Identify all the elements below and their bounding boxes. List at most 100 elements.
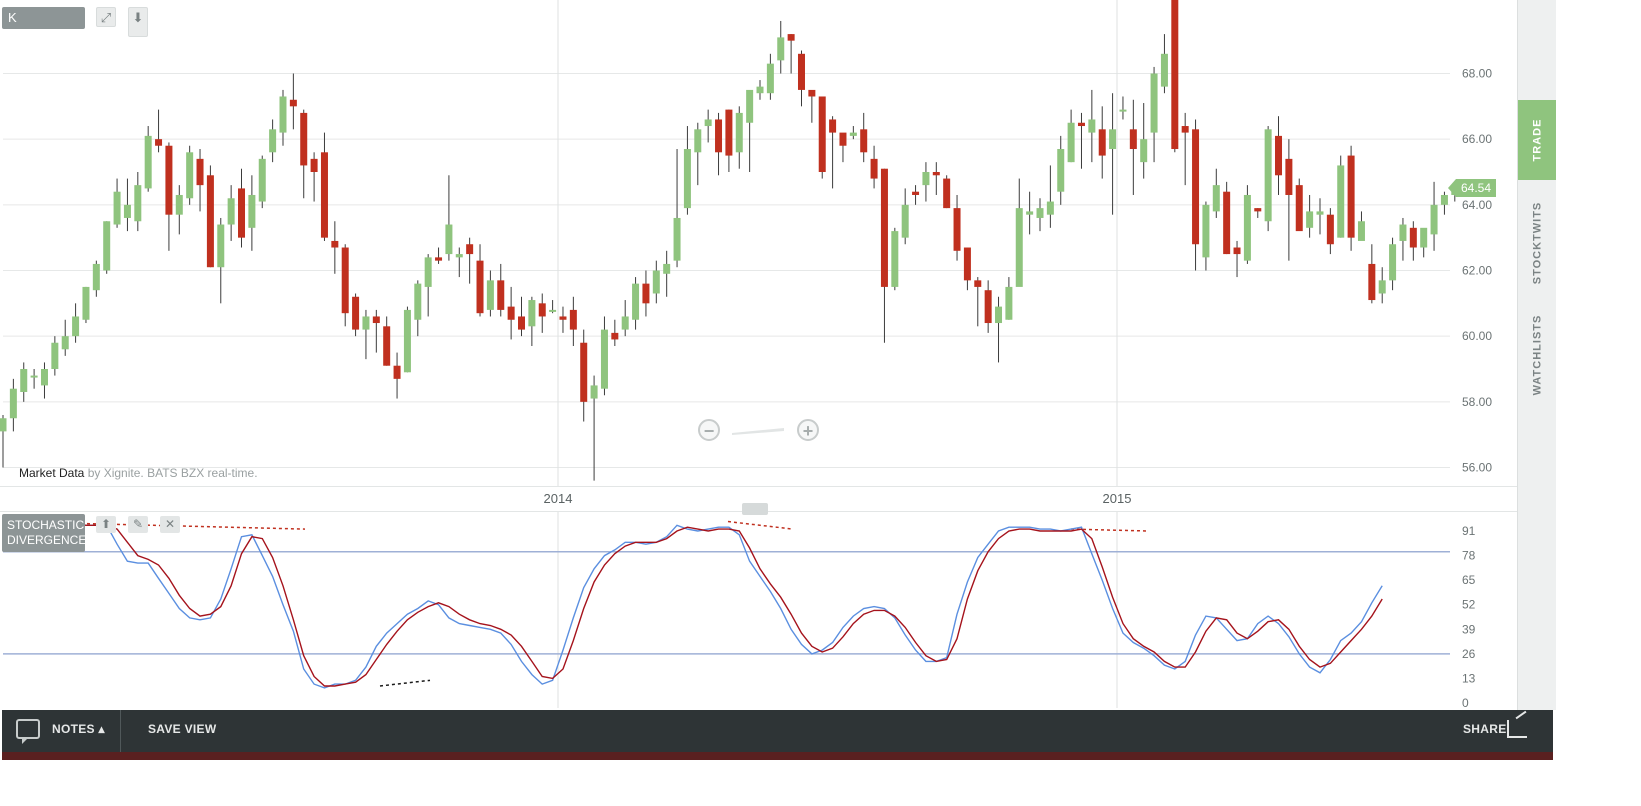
candle-body	[92, 263, 100, 291]
candle-body	[289, 99, 297, 107]
candle-body	[1378, 280, 1386, 294]
candle-body	[206, 175, 214, 268]
candle-body	[352, 296, 360, 330]
candle-body	[1275, 135, 1283, 176]
sidebar-tab-watchlists[interactable]: WATCHLISTS	[1518, 300, 1556, 410]
candle-body	[580, 342, 588, 402]
candle-body	[362, 316, 370, 330]
candle-body	[1160, 53, 1168, 87]
candle-body	[61, 336, 69, 350]
candle-body	[72, 316, 80, 337]
candle-body	[1129, 129, 1137, 150]
candle-body	[683, 149, 691, 209]
candle-body	[1067, 122, 1075, 163]
candle-body	[953, 208, 961, 251]
stochastic-tick-label: 26	[1462, 647, 1476, 661]
indicator-label: STOCHASTIC DIVERGENCE	[2, 514, 86, 552]
candle-body	[1430, 204, 1438, 235]
candle-body	[839, 132, 847, 146]
candle-body	[103, 221, 111, 271]
download-icon[interactable]: ⬇	[128, 7, 148, 37]
candle-body	[424, 257, 432, 287]
candle-body	[1202, 204, 1210, 258]
candle-body	[1295, 185, 1303, 232]
candle-body	[715, 119, 723, 153]
candle-body	[1285, 158, 1293, 195]
candle-body	[694, 129, 702, 153]
candle-body	[279, 96, 287, 133]
candle-body	[248, 194, 256, 228]
candle-body	[1337, 165, 1345, 238]
candle-body	[217, 224, 225, 268]
candle-body	[300, 112, 308, 166]
candle-body	[1316, 211, 1324, 215]
candle-body	[1306, 211, 1314, 228]
candle-body	[175, 194, 183, 215]
save-view-button[interactable]: SAVE VIEW	[148, 722, 217, 736]
candle-body	[766, 63, 774, 94]
candle-body	[320, 152, 328, 238]
candle-body	[310, 158, 318, 172]
candle-body	[466, 244, 474, 255]
indicator-label-line1: STOCHASTIC	[7, 518, 85, 532]
zoom-in-button[interactable]: +	[797, 419, 819, 441]
stochastic-tick-label: 65	[1462, 573, 1476, 587]
oscillator-layer	[2, 520, 1450, 689]
candle-body	[518, 316, 525, 330]
stochastic-tick-label: 13	[1462, 671, 1476, 685]
candle-body	[1223, 191, 1231, 255]
candle-body	[1005, 286, 1013, 320]
candle-body	[642, 283, 650, 304]
share-button[interactable]: SHARE	[1463, 722, 1507, 736]
indicator-move-up-icon[interactable]: ⬆	[96, 516, 116, 533]
expand-icon[interactable]: ⤢	[96, 7, 116, 27]
candle-body	[663, 263, 671, 274]
notes-button[interactable]: NOTES ▴	[52, 722, 105, 736]
candle-body	[1347, 155, 1355, 238]
candle-body	[538, 303, 546, 317]
divergence-line	[727, 520, 794, 530]
zoom-out-button[interactable]: −	[698, 419, 720, 441]
candle-body	[932, 172, 940, 176]
candle-body	[403, 309, 411, 373]
candle-body	[1399, 224, 1407, 241]
candle-body	[1036, 208, 1044, 218]
right-sidebar: TRADE STOCKTWITS WATCHLISTS	[1517, 0, 1556, 710]
candle-body	[1109, 129, 1117, 150]
sidebar-tab-stocktwits[interactable]: STOCKTWITS	[1518, 190, 1556, 295]
sidebar-tab-watchlists-label: WATCHLISTS	[1531, 314, 1543, 396]
candle-body	[652, 270, 660, 294]
grid-layer	[0, 0, 1517, 708]
year-tick-label: 2015	[1103, 491, 1132, 506]
sidebar-tab-trade[interactable]: TRADE	[1518, 100, 1556, 180]
candle-body	[486, 280, 494, 310]
candle-body	[134, 185, 142, 222]
candle-body	[435, 257, 443, 261]
candle-body	[165, 145, 173, 215]
notes-label: NOTES	[52, 722, 95, 736]
price-tick-label: 62.00	[1462, 264, 1492, 278]
notes-icon[interactable]	[16, 719, 40, 744]
indicator-edit-icon[interactable]: ✎	[128, 516, 148, 533]
share-icon[interactable]	[1507, 720, 1527, 738]
candle-body	[258, 158, 266, 202]
price-tick-label: 60.00	[1462, 329, 1492, 343]
price-tick-label: 66.00	[1462, 132, 1492, 146]
indicator-close-icon[interactable]: ✕	[160, 516, 180, 533]
price-tick-label: 64.00	[1462, 198, 1492, 212]
candle-body	[0, 418, 7, 432]
candle-body	[590, 385, 598, 399]
candle-body	[1440, 194, 1448, 205]
candle-body	[549, 309, 557, 312]
candle-body	[123, 204, 131, 218]
stochastic-tick-label: 78	[1462, 549, 1476, 563]
candle-body	[393, 365, 401, 379]
candle-body	[1088, 119, 1096, 133]
stochastic-d-line	[3, 520, 1383, 687]
toolbar-divider	[120, 710, 121, 752]
axis-layer: 68.00 66.00 64.00 62.00 60.00 58.00 56.00 2014 2…	[544, 67, 1493, 711]
ticker-input[interactable]: K	[2, 7, 85, 29]
candle-body	[704, 119, 712, 127]
